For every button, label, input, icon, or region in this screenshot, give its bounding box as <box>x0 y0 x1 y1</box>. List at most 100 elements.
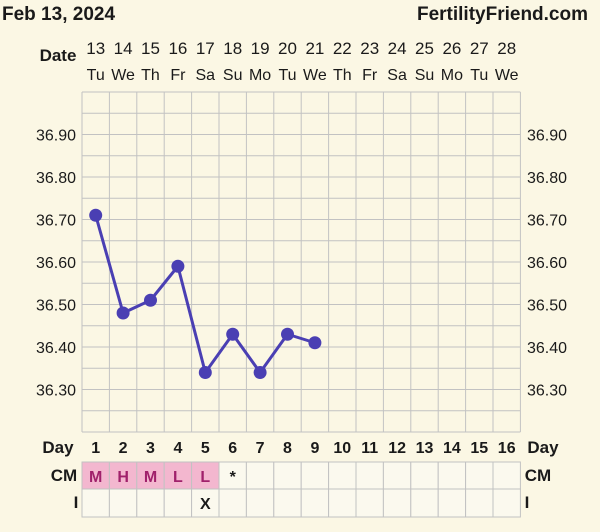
day-number: 7 <box>256 440 265 457</box>
day-number: 3 <box>146 440 155 457</box>
cm-cell <box>410 461 439 490</box>
cm-cell <box>300 461 330 490</box>
intercourse-cell <box>492 488 521 518</box>
weekday-label: Tu <box>87 67 105 84</box>
cm-cell <box>465 461 494 490</box>
temperature-point <box>253 366 267 379</box>
cm-cell <box>81 461 110 490</box>
intercourse-cell <box>81 488 110 518</box>
day-number: 8 <box>283 440 292 457</box>
date-row-label: Date <box>40 46 77 65</box>
cm-row-label-left: CM <box>51 466 77 485</box>
date-label: 26 <box>442 39 461 58</box>
cm-cell <box>328 461 357 490</box>
date-label: 22 <box>333 39 352 58</box>
intercourse-cell <box>163 488 193 518</box>
y-tick-label-right: 36.60 <box>527 255 567 272</box>
y-axis-right: 36.90 36.80 36.70 36.60 36.50 36.40 36.30 <box>527 128 567 400</box>
y-tick-label-left: 36.40 <box>36 340 76 357</box>
date-label: 27 <box>470 39 489 58</box>
y-tick-label-left: 36.70 <box>36 213 76 230</box>
intercourse-cell <box>300 488 330 518</box>
brand-name: FertilityFriend.com <box>417 4 588 25</box>
y-tick-label-left: 36.30 <box>36 383 76 400</box>
day-number: 6 <box>228 440 237 457</box>
weekday-label: Fr <box>170 67 186 84</box>
date-label: 15 <box>141 39 160 58</box>
day-number: 1 <box>91 440 100 457</box>
temperature-point <box>198 366 212 379</box>
intercourse-cell <box>218 488 247 518</box>
temperature-point <box>308 336 322 350</box>
chart-date: Feb 13, 2024 <box>2 4 115 25</box>
intercourse-cell <box>136 488 165 518</box>
weekday-label: Su <box>223 67 243 84</box>
weekday-label: Mo <box>249 67 271 84</box>
date-label: 23 <box>360 39 379 58</box>
intercourse-cell <box>410 488 439 518</box>
day-number: 14 <box>443 440 461 457</box>
weekday-label: Su <box>415 67 435 84</box>
date-label: 17 <box>196 39 215 58</box>
intercourse-row: X <box>81 488 521 518</box>
cm-row: M H M L L * <box>81 461 521 490</box>
date-label: 18 <box>223 39 242 58</box>
day-row-label-right: Day <box>527 438 559 457</box>
intercourse-row-label-left: I <box>74 493 79 512</box>
day-number: 12 <box>388 440 406 457</box>
day-number: 9 <box>310 440 319 457</box>
day-number: 5 <box>201 440 210 457</box>
day-number: 11 <box>361 440 378 457</box>
temperature-series <box>89 208 322 379</box>
intercourse-cell <box>245 488 275 518</box>
temperature-point <box>226 327 240 341</box>
day-row: 1 2 3 4 5 6 7 8 9 10 11 12 13 14 15 16 <box>91 440 515 457</box>
date-label: 25 <box>415 39 434 58</box>
y-tick-label-right: 36.30 <box>527 383 567 400</box>
temperature-point <box>144 293 157 307</box>
date-label: 28 <box>497 39 516 58</box>
cm-value: * <box>230 469 237 486</box>
weekday-label: Mo <box>441 67 463 84</box>
temperature-line <box>94 214 316 374</box>
date-label: 16 <box>168 39 187 58</box>
y-tick-label-left: 36.90 <box>36 128 76 145</box>
cm-cell <box>355 461 384 490</box>
y-tick-label-left: 36.60 <box>36 255 76 272</box>
cm-row-label-right: CM <box>525 466 551 485</box>
y-tick-label-left: 36.50 <box>36 298 76 315</box>
day-number: 16 <box>498 440 516 457</box>
cm-value: M <box>89 469 102 486</box>
intercourse-row-label-right: I <box>525 493 530 512</box>
intercourse-mark: X <box>200 496 211 513</box>
date-label: 20 <box>278 39 297 58</box>
intercourse-cell <box>108 488 138 518</box>
day-number: 13 <box>416 440 434 457</box>
day-number: 15 <box>470 440 488 457</box>
date-label: 19 <box>251 39 270 58</box>
cm-cell <box>273 461 302 490</box>
date-label: 21 <box>305 39 324 58</box>
weekday-label: Sa <box>387 67 407 84</box>
weekday-label: Th <box>141 67 160 84</box>
temperature-point <box>89 208 103 222</box>
cm-cell <box>108 461 138 490</box>
y-tick-label-right: 36.90 <box>527 128 567 145</box>
cm-cell <box>437 461 467 490</box>
cm-cell <box>382 461 412 490</box>
y-tick-label-left: 36.80 <box>36 170 76 187</box>
date-labels: 13 Tu 14 We 15 Th 16 Fr 17 Sa 18 Su 19 Mo 20 Tu 21 We 22 Th… <box>86 39 518 84</box>
y-tick-label-right: 36.80 <box>527 170 567 187</box>
weekday-label: We <box>495 67 519 84</box>
weekday-label: Tu <box>278 67 296 84</box>
weekday-label: Tu <box>470 67 488 84</box>
temperature-point <box>116 306 130 320</box>
intercourse-cell <box>191 488 220 518</box>
weekday-label: Sa <box>196 67 216 84</box>
date-label: 14 <box>114 39 133 58</box>
temperature-point <box>281 327 294 341</box>
cm-value: L <box>173 469 183 486</box>
plot-grid <box>81 91 521 433</box>
date-label: 13 <box>86 39 105 58</box>
